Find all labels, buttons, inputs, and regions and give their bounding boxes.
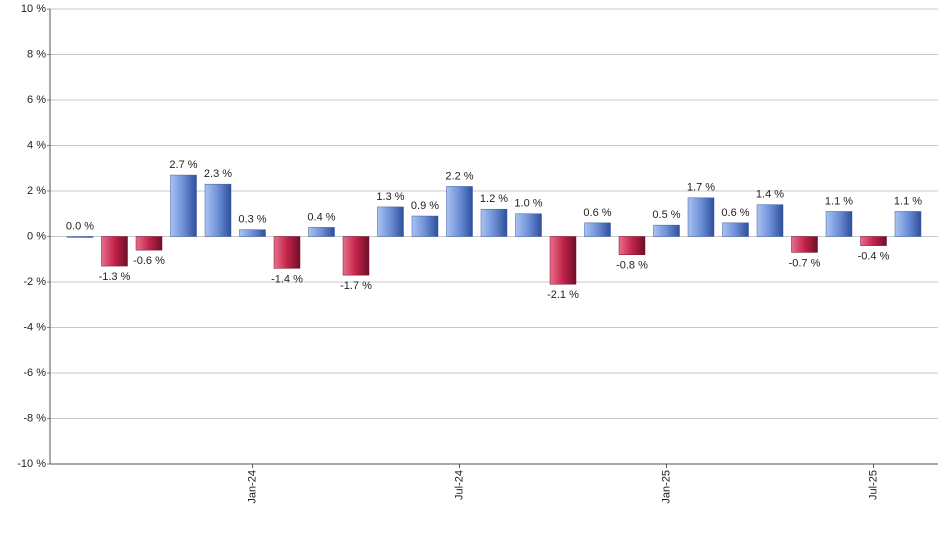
value-label: 1.2 %	[480, 193, 508, 205]
value-label: -0.6 %	[133, 255, 165, 267]
bar	[377, 206, 404, 237]
bar	[756, 204, 784, 237]
bar	[515, 213, 542, 237]
y-tick-label: 6 %	[27, 94, 46, 106]
y-tick-label: 10 %	[21, 3, 46, 15]
value-label: -0.4 %	[858, 251, 890, 263]
value-label: -0.7 %	[789, 257, 821, 269]
bar	[411, 215, 439, 237]
bar	[687, 197, 715, 237]
bar	[825, 211, 853, 237]
bar	[722, 222, 749, 237]
bar	[66, 236, 94, 238]
bar	[653, 224, 680, 237]
y-tick-label: 8 %	[27, 48, 46, 60]
value-label: 1.7 %	[687, 182, 715, 194]
bar	[135, 236, 163, 251]
x-tick-label: Jul-25	[867, 470, 879, 500]
bar	[480, 208, 508, 237]
bar	[204, 183, 232, 237]
value-label: 0.6 %	[721, 207, 749, 219]
value-label: -1.3 %	[99, 271, 131, 283]
value-label: 2.3 %	[204, 168, 232, 180]
y-tick-label: 0 %	[27, 230, 46, 242]
value-label: 0.4 %	[307, 211, 335, 223]
bar	[308, 227, 335, 237]
value-label: 1.4 %	[756, 189, 784, 201]
bar	[101, 236, 128, 267]
bar	[342, 236, 370, 276]
value-label: 0.9 %	[411, 200, 439, 212]
value-label: 0.0 %	[66, 220, 94, 232]
y-tick-label: 2 %	[27, 185, 46, 197]
bar	[791, 236, 818, 253]
bar	[273, 236, 301, 269]
bar	[894, 211, 922, 237]
value-label: 1.1 %	[894, 195, 922, 207]
bar	[860, 236, 887, 246]
value-label: 2.2 %	[445, 170, 473, 182]
value-label: 2.7 %	[169, 159, 197, 171]
x-tick-label: Jul-24	[453, 470, 465, 500]
bar	[549, 236, 577, 285]
value-label: 0.5 %	[652, 209, 680, 221]
y-tick-label: -8 %	[23, 412, 46, 424]
bar	[618, 236, 646, 255]
x-tick-label: Jan-24	[246, 470, 258, 504]
y-tick-label: -4 %	[23, 321, 46, 333]
bar	[584, 222, 611, 237]
value-label: -1.7 %	[340, 280, 372, 292]
x-tick-label: Jan-25	[660, 470, 672, 504]
value-label: -0.8 %	[616, 260, 648, 272]
bar	[170, 174, 197, 237]
value-label: 1.1 %	[825, 195, 853, 207]
y-tick-label: 4 %	[27, 139, 46, 151]
bar	[239, 229, 266, 237]
y-tick-label: -10 %	[17, 458, 46, 470]
value-label: 0.3 %	[238, 214, 266, 226]
y-tick-label: -2 %	[23, 276, 46, 288]
value-label: -2.1 %	[547, 289, 579, 301]
value-label: 0.6 %	[583, 207, 611, 219]
bar	[446, 186, 473, 237]
value-label: 1.0 %	[514, 198, 542, 210]
value-label: 1.3 %	[376, 191, 404, 203]
value-label: -1.4 %	[271, 273, 303, 285]
y-tick-label: -6 %	[23, 367, 46, 379]
